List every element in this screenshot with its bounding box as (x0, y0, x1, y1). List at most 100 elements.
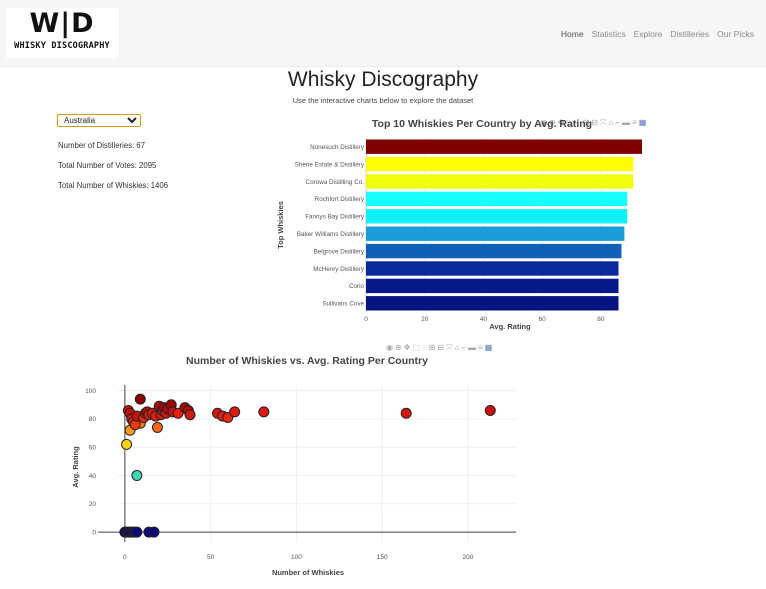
bar-x-tick-label: 0 (364, 316, 368, 323)
scatter-chart-title: Number of Whiskies vs. Avg. Rating Per C… (186, 355, 428, 367)
scatter-chart-x-ticks: 0 50 100 150 200 (123, 554, 474, 561)
scatter-x-tick-label: 0 (123, 554, 127, 561)
bar-y-tick-label: Belgrove Distillery (314, 248, 365, 255)
bar (366, 191, 628, 207)
scatter-point (184, 409, 196, 421)
nav-distilleries[interactable]: Distilleries (670, 29, 710, 39)
reset-axes-icon[interactable]: ⌂ (454, 343, 462, 352)
bar (366, 278, 619, 294)
bar (366, 296, 619, 311)
zoom-icon[interactable]: ⊕ (548, 118, 558, 127)
nav-home[interactable]: Home (560, 29, 584, 39)
hover-closest-icon[interactable]: ▬ (622, 118, 633, 127)
hover-compare-icon[interactable]: ≡ (632, 118, 639, 127)
country-select[interactable]: Australia (57, 114, 141, 127)
spike-lines-icon[interactable]: ⌐ (461, 343, 469, 352)
camera-icon[interactable]: ◉ (540, 118, 549, 127)
lasso-icon[interactable]: ◌ (421, 343, 429, 352)
scatter-x-tick-label: 200 (463, 554, 474, 561)
bar-chart-bars (366, 139, 642, 311)
bar (366, 209, 628, 224)
scatter-chart-y-label: Avg. Rating (71, 446, 80, 488)
scatter-point (134, 393, 146, 405)
bar-chart-modebar: ◉⊕✥⬚◌⊞⊟⤧⌂⌐▬≡▦ (540, 118, 648, 128)
bar-chart-x-ticks: 0 20 40 60 80 (364, 316, 605, 323)
bar (366, 174, 634, 189)
bar-y-tick-label: McHenry Distillery (313, 266, 365, 273)
box-select-icon[interactable]: ⬚ (566, 118, 576, 127)
bar (366, 139, 642, 154)
bar-x-tick-label: 80 (597, 316, 605, 323)
nav-our-picks[interactable]: Our Picks (717, 29, 754, 39)
scatter-x-tick-label: 50 (207, 554, 215, 561)
bar-chart-y-ticks: Nonesuch Distillery Shene Estate & Distil… (295, 144, 365, 308)
scatter-point (484, 404, 496, 416)
bar-chart-y-label: Top Whiskies (276, 201, 285, 249)
scatter-y-tick-label: 80 (89, 416, 97, 423)
scatter-point (148, 526, 160, 538)
scatter-x-tick-label: 150 (377, 554, 388, 561)
box-select-icon[interactable]: ⬚ (412, 343, 422, 352)
zoom-in-icon[interactable]: ⊞ (582, 118, 592, 127)
bar-chart-title: Top 10 Whiskies Per Country by Avg. Rati… (372, 118, 592, 130)
scatter-y-tick-label: 60 (89, 445, 97, 452)
bar-y-tick-label: Corio (349, 283, 365, 290)
scatter-point (131, 470, 143, 482)
scatter-point (258, 406, 270, 418)
bar (366, 261, 619, 276)
scatter-chart-modebar: ◉⊕✥⬚◌⊞⊟⤧⌂⌐▬≡▦ (386, 343, 494, 353)
reset-axes-icon[interactable]: ⌂ (608, 118, 616, 127)
zoom-out-icon[interactable]: ⊟ (437, 343, 447, 352)
plotly-logo-icon[interactable]: ▦ (484, 343, 495, 352)
scatter-x-tick-label: 100 (291, 554, 302, 561)
logo-text: WHISKY DISCOGRAPHY (14, 41, 110, 51)
scatter-y-tick-label: 100 (85, 388, 96, 395)
hover-closest-icon[interactable]: ▬ (468, 343, 479, 352)
hover-compare-icon[interactable]: ≡ (478, 343, 485, 352)
stat-votes: Total Number of Votes: 2095 (58, 161, 157, 170)
spike-lines-icon[interactable]: ⌐ (615, 118, 623, 127)
bar-x-tick-label: 20 (421, 316, 429, 323)
camera-icon[interactable]: ◉ (386, 343, 395, 352)
zoom-out-icon[interactable]: ⊟ (591, 118, 601, 127)
pan-icon[interactable]: ✥ (403, 343, 413, 352)
page-subtitle: Use the interactive charts below to expl… (292, 96, 474, 105)
autoscale-icon[interactable]: ⤧ (600, 118, 609, 127)
navbar: W|D WHISKY DISCOGRAPHY Home Statistics E… (0, 0, 766, 67)
bar-y-tick-label: Nonesuch Distillery (310, 144, 365, 151)
scatter-y-tick-label: 40 (89, 473, 97, 480)
bar-chart[interactable]: Top 10 Whiskies Per Country by Avg. Rati… (270, 112, 660, 337)
bar-y-tick-label: Corowa Distilling Co. (306, 179, 365, 186)
bar-y-tick-label: Rochfort Distillery (315, 196, 365, 203)
zoom-in-icon[interactable]: ⊞ (428, 343, 438, 352)
bar-chart-x-label: Avg. Rating (489, 322, 531, 331)
bar (366, 243, 622, 259)
stat-whiskies: Total Number of Whiskies: 1406 (58, 181, 169, 190)
logo-mark: W|D (29, 8, 95, 39)
autoscale-icon[interactable]: ⤧ (446, 343, 455, 352)
bar-y-tick-label: Fannys Bay Distillery (305, 214, 365, 221)
scatter-chart-points (119, 393, 496, 538)
page-title: Whisky Discography (287, 68, 479, 91)
bar-x-tick-label: 40 (480, 316, 488, 323)
nav-explore[interactable]: Explore (633, 29, 663, 39)
lasso-icon[interactable]: ◌ (575, 118, 583, 127)
scatter-chart-y-ticks: 0 20 40 60 80 100 (85, 388, 96, 536)
bar (366, 156, 634, 172)
pan-icon[interactable]: ✥ (557, 118, 567, 127)
nav-statistics[interactable]: Statistics (591, 29, 626, 39)
site-logo[interactable]: W|D WHISKY DISCOGRAPHY (6, 8, 118, 58)
zoom-icon[interactable]: ⊕ (394, 343, 404, 352)
bar-y-tick-label: Shene Estate & Distillery (295, 161, 365, 168)
scatter-point (131, 526, 143, 538)
bar-y-tick-label: Sullivans Cove (322, 301, 364, 308)
bar-x-tick-label: 60 (539, 316, 547, 323)
nav-links: Home Statistics Explore Distilleries Our… (561, 29, 754, 39)
scatter-chart[interactable]: Number of Whiskies vs. Avg. Rating Per C… (60, 350, 530, 580)
scatter-point (121, 438, 133, 450)
scatter-point (151, 421, 163, 433)
scatter-y-tick-label: 0 (92, 529, 96, 536)
scatter-point (229, 406, 241, 418)
plotly-logo-icon[interactable]: ▦ (638, 118, 649, 127)
scatter-y-tick-label: 20 (89, 501, 97, 508)
